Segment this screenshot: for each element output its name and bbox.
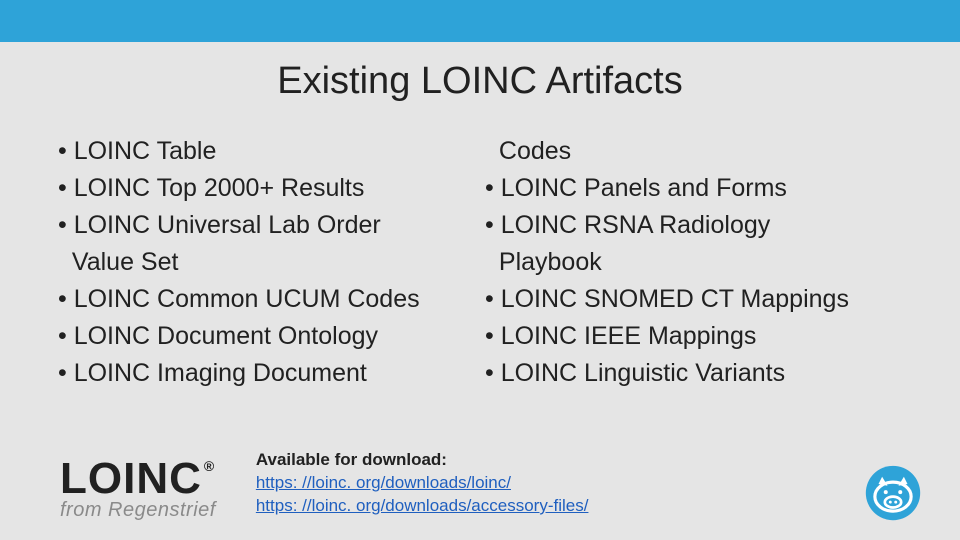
slide-title: Existing LOINC Artifacts — [0, 60, 960, 103]
list-item: Playbook — [485, 244, 902, 281]
download-label: Available for download: — [256, 449, 864, 472]
list-item: • LOINC Linguistic Variants — [485, 355, 902, 392]
logo-main-text: LOINC ® — [60, 457, 216, 501]
list-item: • LOINC RSNA Radiology — [485, 207, 902, 244]
loinc-logo: LOINC ® from Regenstrief — [60, 457, 216, 522]
list-item: • LOINC Table — [58, 133, 475, 170]
content-columns: • LOINC Table • LOINC Top 2000+ Results … — [0, 133, 960, 392]
list-item: • LOINC Panels and Forms — [485, 170, 902, 207]
list-item: • LOINC Common UCUM Codes — [58, 281, 475, 318]
list-item: Value Set — [58, 244, 475, 281]
logo-word: LOINC — [60, 457, 202, 501]
logo-subtitle: from Regenstrief — [60, 499, 216, 522]
download-link-1[interactable]: https: //loinc. org/downloads/loinc/ — [256, 473, 511, 492]
download-link-2[interactable]: https: //loinc. org/downloads/accessory-… — [256, 496, 589, 515]
list-item: • LOINC Imaging Document — [58, 355, 475, 392]
list-item: • LOINC Universal Lab Order — [58, 207, 475, 244]
right-column: Codes • LOINC Panels and Forms • LOINC R… — [485, 133, 902, 392]
left-column: • LOINC Table • LOINC Top 2000+ Results … — [58, 133, 485, 392]
list-item: • LOINC Top 2000+ Results — [58, 170, 475, 207]
footer: LOINC ® from Regenstrief Available for d… — [0, 449, 960, 522]
list-item: Codes — [485, 133, 902, 170]
list-item: • LOINC SNOMED CT Mappings — [485, 281, 902, 318]
download-info: Available for download: https: //loinc. … — [256, 449, 864, 522]
list-item: • LOINC IEEE Mappings — [485, 318, 902, 355]
list-item: • LOINC Document Ontology — [58, 318, 475, 355]
registered-mark: ® — [204, 459, 215, 473]
top-accent-bar — [0, 0, 960, 42]
pig-icon — [864, 464, 922, 522]
